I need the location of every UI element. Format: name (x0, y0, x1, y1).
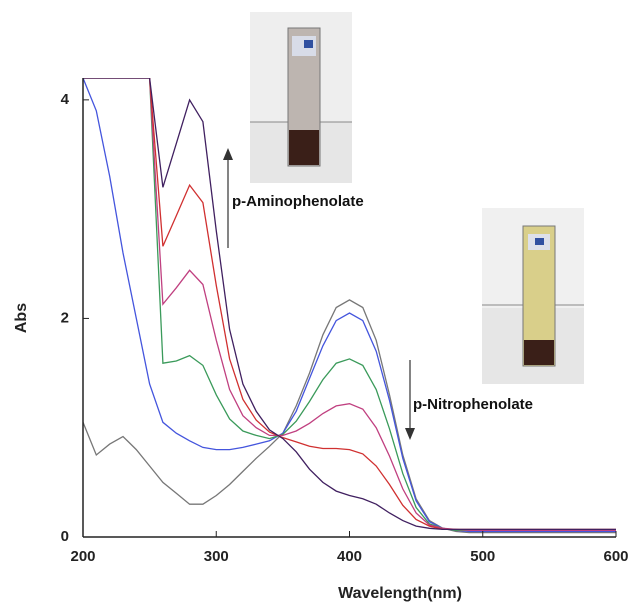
x-tick-label: 200 (70, 548, 95, 565)
spectrum-line (83, 78, 616, 533)
y-tick-label: 2 (61, 309, 69, 326)
spectrum-line (83, 78, 616, 531)
photo-inset (250, 12, 352, 183)
annotation: p-Aminophenolate (232, 193, 364, 210)
arrow (405, 360, 415, 440)
x-tick-label: 300 (204, 548, 229, 565)
x-tick-label: 400 (337, 548, 362, 565)
y-tick-label: 4 (61, 91, 70, 108)
photo-inset (482, 208, 584, 384)
spectrum-line (83, 78, 616, 532)
plot-area (83, 78, 616, 534)
arrow (223, 148, 233, 248)
x-axis-label: Wavelength(nm) (338, 585, 462, 602)
annotation: p-Nitrophenolate (413, 396, 533, 413)
spectrum-line (83, 299, 616, 534)
x-tick-label: 500 (470, 548, 495, 565)
x-tick-label: 600 (603, 548, 628, 565)
y-tick-label: 0 (61, 528, 69, 545)
y-axis-label: Abs (13, 303, 30, 333)
